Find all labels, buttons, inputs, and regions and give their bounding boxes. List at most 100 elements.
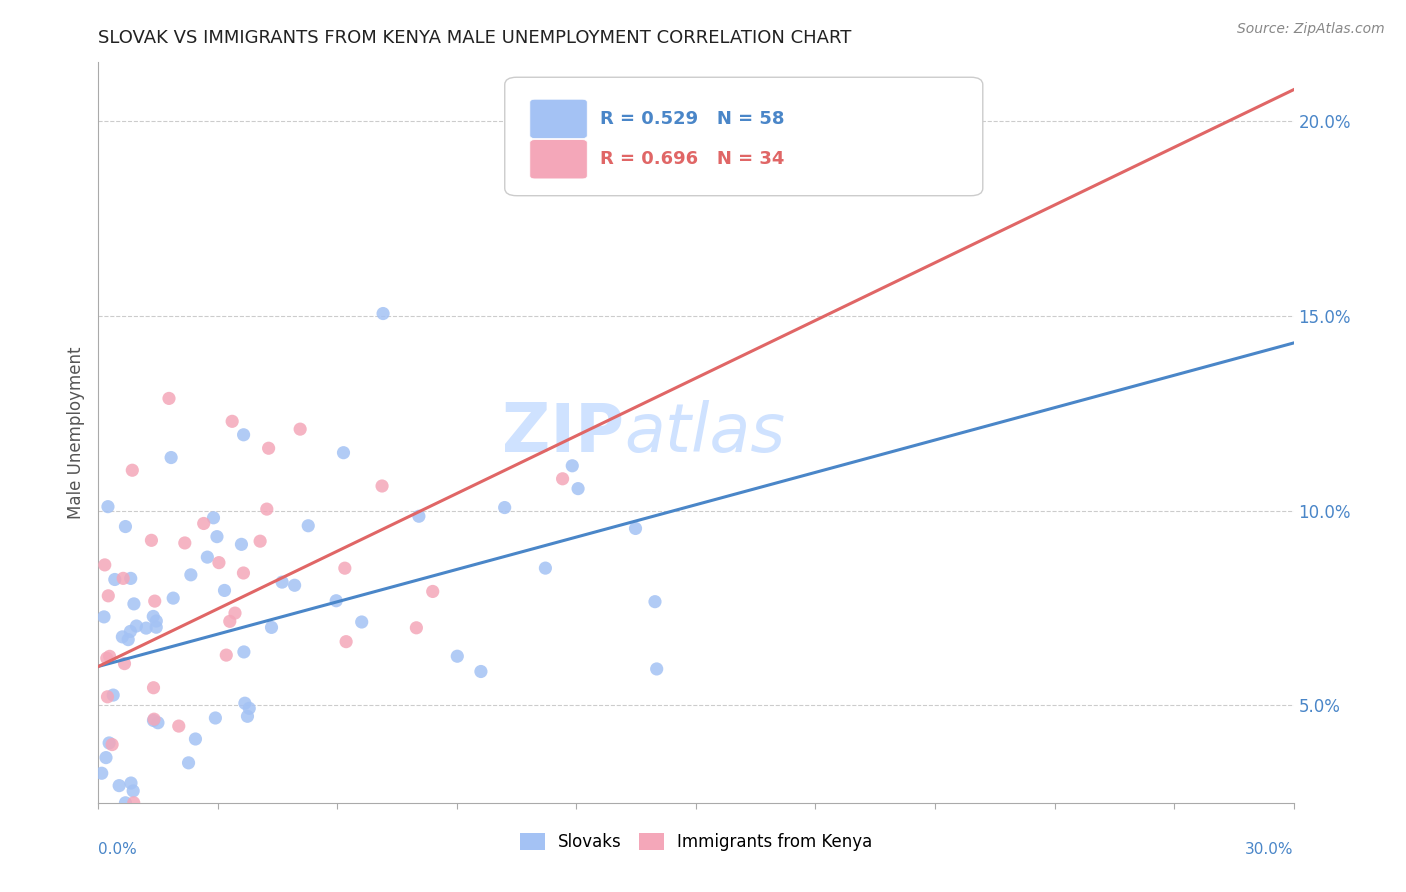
Point [195,550,218,565]
Point [567,482,589,496]
Point [233,696,256,710]
FancyBboxPatch shape [530,99,588,138]
Point [96,651,118,665]
Point [173,536,195,550]
Point [177,756,200,770]
Point [371,306,394,320]
Point [101,738,124,752]
Point [120,624,142,639]
Point [145,614,167,628]
Point [333,561,356,575]
Point [112,571,135,585]
FancyBboxPatch shape [505,78,983,195]
Y-axis label: Male Unemployment: Male Unemployment [66,346,84,519]
Point [284,578,307,592]
Point [204,711,226,725]
Point [94,558,117,572]
Point [231,537,253,551]
Point [97,589,120,603]
Point [90,766,112,780]
Point [122,796,145,810]
Point [120,571,142,585]
Point [232,645,254,659]
Point [145,620,167,634]
Text: Source: ZipAtlas.com: Source: ZipAtlas.com [1237,22,1385,37]
Point [193,516,215,531]
Point [249,534,271,549]
Point [93,610,115,624]
Point [422,584,444,599]
Point [94,750,117,764]
Point [325,593,347,607]
Point [408,509,430,524]
Point [157,392,180,406]
Point [114,519,136,533]
Point [218,615,240,629]
Point [494,500,516,515]
Point [122,784,145,798]
Point [121,463,143,477]
Text: R = 0.696   N = 34: R = 0.696 N = 34 [600,150,785,169]
FancyBboxPatch shape [530,140,588,179]
Point [288,422,311,436]
Point [202,510,225,524]
Point [215,648,238,662]
Point [297,518,319,533]
Text: SLOVAK VS IMMIGRANTS FROM KENYA MALE UNEMPLOYMENT CORRELATION CHART: SLOVAK VS IMMIGRANTS FROM KENYA MALE UNE… [98,29,852,47]
Point [405,621,427,635]
Point [260,620,283,634]
Point [98,736,121,750]
Point [135,621,157,635]
Point [111,630,134,644]
Point [122,597,145,611]
Point [644,595,666,609]
Point [142,681,165,695]
Text: atlas: atlas [624,400,786,466]
Point [561,458,583,473]
Point [104,573,127,587]
Point [146,715,169,730]
Point [97,500,120,514]
Point [142,714,165,728]
Text: 30.0%: 30.0% [1246,842,1294,857]
Point [224,606,246,620]
Point [114,657,136,671]
Text: 0.0%: 0.0% [98,842,138,857]
Point [232,566,254,580]
Point [221,414,243,428]
Point [236,709,259,723]
Point [120,776,142,790]
Point [271,575,294,590]
Point [114,796,136,810]
Point [446,649,468,664]
Point [96,690,118,704]
Point [205,530,228,544]
Point [117,632,139,647]
Point [180,567,202,582]
Point [162,591,184,606]
Point [371,479,394,493]
Point [534,561,557,575]
Point [256,502,278,516]
Point [141,533,163,548]
Point [103,688,125,702]
Point [645,662,668,676]
Point [214,583,236,598]
Legend: Slovaks, Immigrants from Kenya: Slovaks, Immigrants from Kenya [513,826,879,857]
Point [208,556,231,570]
Point [142,609,165,624]
Point [335,634,357,648]
Point [232,427,254,442]
Point [125,619,148,633]
Point [470,665,492,679]
Point [624,521,647,535]
Point [143,594,166,608]
Circle shape [540,147,578,171]
Point [238,701,260,715]
Point [160,450,183,465]
Point [167,719,190,733]
Point [257,442,280,456]
Point [98,649,121,664]
Text: R = 0.529   N = 58: R = 0.529 N = 58 [600,110,785,128]
Point [551,472,574,486]
